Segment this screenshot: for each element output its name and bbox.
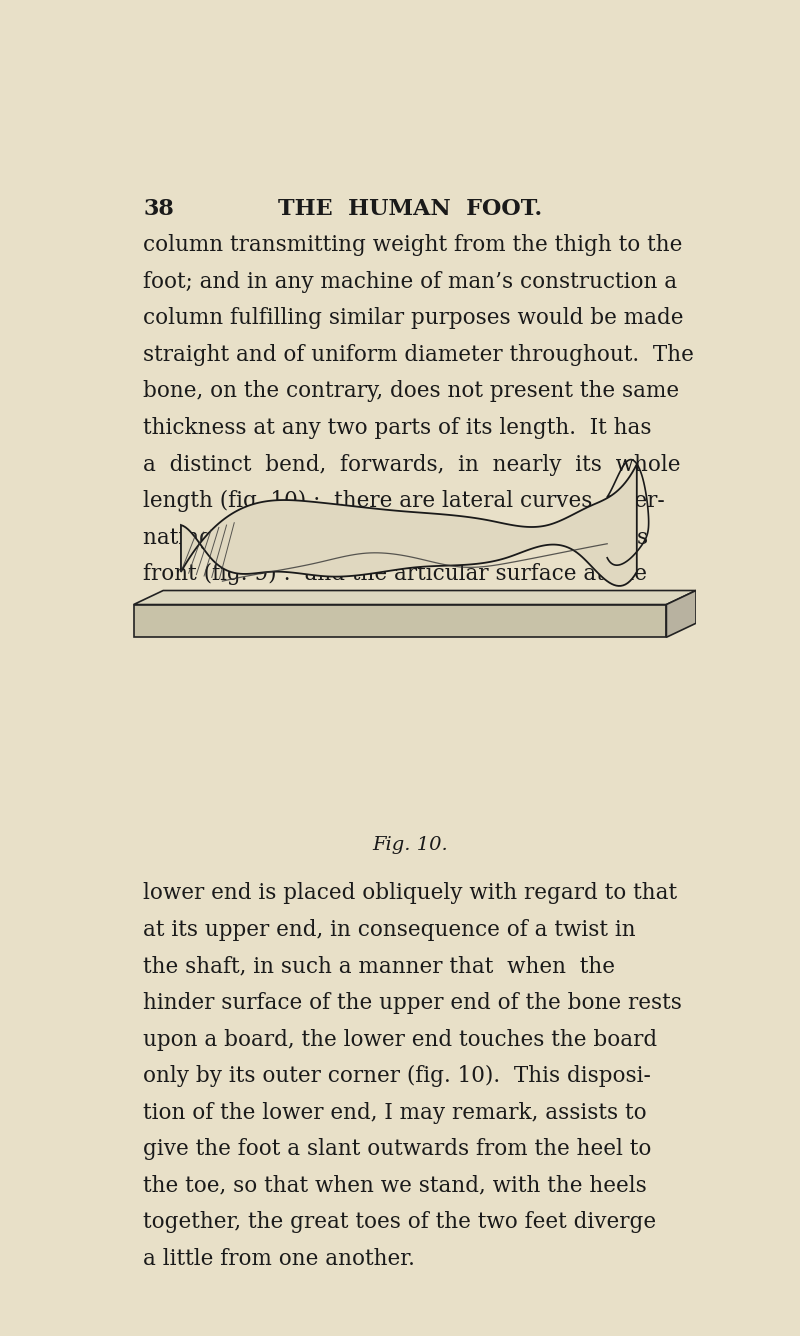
Text: together, the great toes of the two feet diverge: together, the great toes of the two feet… bbox=[143, 1212, 657, 1233]
Polygon shape bbox=[181, 465, 637, 587]
Text: upon a board, the lower end touches the board: upon a board, the lower end touches the … bbox=[143, 1029, 658, 1050]
Text: tion of the lower end, I may remark, assists to: tion of the lower end, I may remark, ass… bbox=[143, 1102, 647, 1124]
Text: a  distinct  bend,  forwards,  in  nearly  its  whole: a distinct bend, forwards, in nearly its… bbox=[143, 453, 681, 476]
Polygon shape bbox=[134, 591, 696, 604]
Text: lower end is placed obliquely with regard to that: lower end is placed obliquely with regar… bbox=[143, 883, 678, 904]
Text: THE  HUMAN  FOOT.: THE HUMAN FOOT. bbox=[278, 198, 542, 220]
Text: 38: 38 bbox=[143, 198, 174, 220]
Text: the shaft, in such a manner that  when  the: the shaft, in such a manner that when th… bbox=[143, 955, 615, 978]
Polygon shape bbox=[134, 604, 666, 637]
Text: foot; and in any machine of man’s construction a: foot; and in any machine of man’s constr… bbox=[143, 271, 678, 293]
Text: the toe, so that when we stand, with the heels: the toe, so that when we stand, with the… bbox=[143, 1174, 647, 1197]
Text: thickness at any two parts of its length.  It has: thickness at any two parts of its length… bbox=[143, 417, 652, 440]
Text: column transmitting weight from the thigh to the: column transmitting weight from the thig… bbox=[143, 234, 682, 257]
Text: column fulfilling similar purposes would be made: column fulfilling similar purposes would… bbox=[143, 307, 684, 330]
Text: front (fig. 9) :  and the articular surface at the: front (fig. 9) : and the articular surfa… bbox=[143, 562, 647, 585]
Text: give the foot a slant outwards from the heel to: give the foot a slant outwards from the … bbox=[143, 1138, 652, 1160]
Polygon shape bbox=[666, 591, 696, 637]
Text: bone, on the contrary, does not present the same: bone, on the contrary, does not present … bbox=[143, 381, 679, 402]
Text: straight and of uniform diameter throughout.  The: straight and of uniform diameter through… bbox=[143, 343, 694, 366]
Text: nating like those in the letter S, seen along its: nating like those in the letter S, seen … bbox=[143, 526, 649, 549]
Text: Fig. 10.: Fig. 10. bbox=[372, 836, 448, 854]
Text: length (fig. 10) :  there are lateral curves, alter-: length (fig. 10) : there are lateral cur… bbox=[143, 490, 665, 512]
Text: at its upper end, in consequence of a twist in: at its upper end, in consequence of a tw… bbox=[143, 919, 636, 941]
Text: hinder surface of the upper end of the bone rests: hinder surface of the upper end of the b… bbox=[143, 993, 682, 1014]
Text: only by its outer corner (fig. 10).  This disposi-: only by its outer corner (fig. 10). This… bbox=[143, 1065, 651, 1088]
Text: a little from one another.: a little from one another. bbox=[143, 1248, 415, 1269]
